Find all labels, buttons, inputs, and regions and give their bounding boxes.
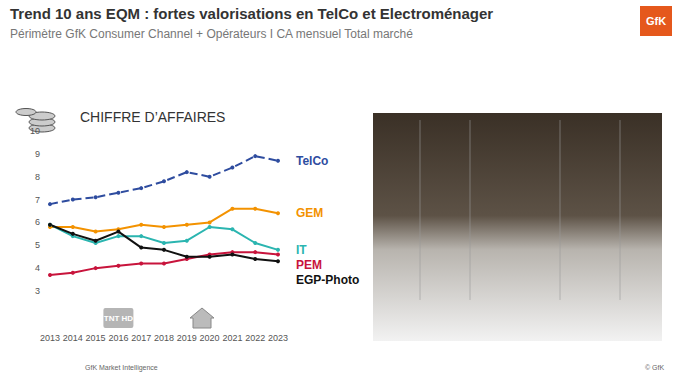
svg-text:TelCo: TelCo (296, 154, 328, 168)
svg-text:2017: 2017 (131, 333, 151, 343)
svg-text:IT: IT (296, 243, 307, 257)
svg-text:GfK: GfK (646, 15, 666, 27)
svg-text:2022: 2022 (245, 333, 265, 343)
svg-text:2016: 2016 (108, 333, 128, 343)
svg-text:2018: 2018 (154, 333, 174, 343)
svg-text:2021: 2021 (222, 333, 242, 343)
svg-text:GEM: GEM (296, 206, 323, 220)
svg-text:2020: 2020 (200, 333, 220, 343)
svg-text:TNT HD: TNT HD (104, 314, 134, 323)
svg-text:3: 3 (35, 286, 40, 296)
svg-text:2014: 2014 (63, 333, 83, 343)
svg-text:2015: 2015 (86, 333, 106, 343)
svg-text:9: 9 (35, 149, 40, 159)
svg-text:10: 10 (30, 126, 40, 136)
svg-text:2023: 2023 (268, 333, 288, 343)
svg-text:EGP-Photo: EGP-Photo (296, 273, 359, 287)
svg-text:5: 5 (35, 240, 40, 250)
svg-text:Trend 10 ans EQM : fortes valo: Trend 10 ans EQM : fortes valorisations … (10, 5, 493, 22)
svg-text:2013: 2013 (40, 333, 60, 343)
svg-text:Périmètre GfK Consumer Channel: Périmètre GfK Consumer Channel + Opérate… (10, 27, 413, 41)
svg-text:PEM: PEM (296, 258, 322, 272)
svg-text:CHIFFRE D’AFFAIRES: CHIFFRE D’AFFAIRES (80, 109, 225, 125)
svg-text:2019: 2019 (177, 333, 197, 343)
svg-text:© GfK: © GfK (645, 364, 664, 371)
svg-text:6: 6 (35, 217, 40, 227)
svg-text:7: 7 (35, 195, 40, 205)
svg-text:4: 4 (35, 263, 40, 273)
svg-text:GfK Market Intelligence: GfK Market Intelligence (85, 364, 158, 372)
svg-text:8: 8 (35, 172, 40, 182)
